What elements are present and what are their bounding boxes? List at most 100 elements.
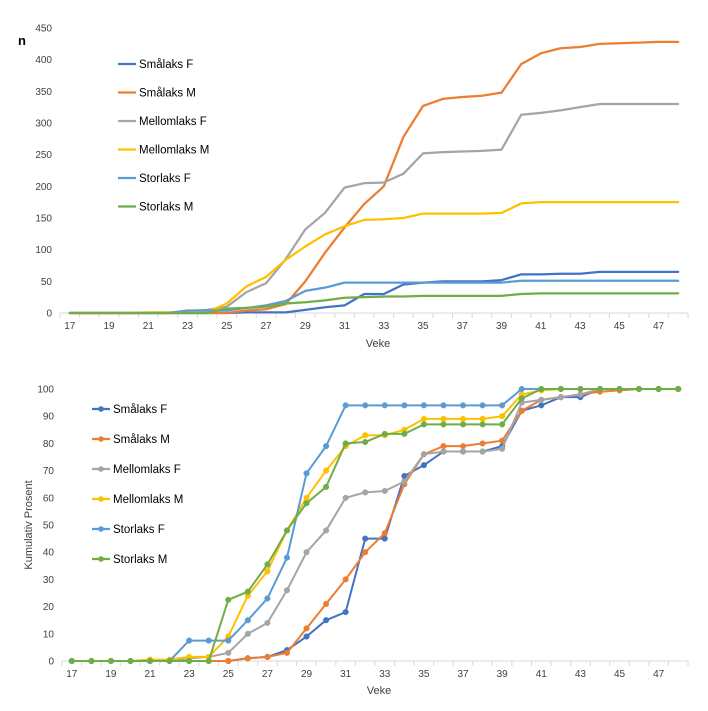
x-tick-label: 21 [144,669,156,680]
data-point [186,657,193,665]
y-tick-label: 10 [43,629,55,640]
data-point [225,596,232,603]
data-point [244,617,251,624]
data-point [146,657,154,665]
data-point [538,385,545,393]
data-point [362,438,369,446]
data-point [303,549,310,556]
legend-label: Storlaks F [139,173,191,185]
y-tick-label: 100 [37,385,54,396]
data-point [420,451,427,458]
data-point [362,402,369,409]
legend-marker [98,436,104,442]
x-tick-label: 47 [653,669,665,680]
data-point [166,657,173,665]
x-tick-label: 27 [262,669,274,680]
data-point [323,600,330,607]
x-tick-label: 45 [614,321,626,332]
data-point [420,421,427,428]
data-point [479,402,486,409]
data-point [381,487,388,495]
chart-cumulative-percent: 0 10 20 30 40 50 60 70 80 90 100 17 19 21 23 25 27 29 31 33… [23,385,689,697]
data-point [459,448,467,455]
legend-label: Storlaks F [113,524,165,536]
x-tick-label: 41 [535,321,547,332]
y-axis-title: Kumulativ Prosent [23,480,35,569]
legend-label: Mellomlaks F [139,116,207,128]
data-point [420,402,427,409]
data-point [342,402,349,409]
data-point [225,637,232,644]
legend-label: Smålaks F [139,59,193,71]
data-point [225,657,232,665]
data-point [499,445,506,452]
data-point [303,500,310,507]
data-point [362,432,369,439]
legend-marker [98,406,104,412]
data-point [616,385,623,393]
data-point [459,415,467,422]
data-point [303,470,310,477]
data-point [186,637,193,644]
legend-marker [98,556,104,562]
data-point [440,443,447,450]
data-point [283,527,291,534]
data-point [479,448,486,455]
data-point [283,649,291,656]
data-point [244,588,251,595]
legend-label: Mellomlaks M [113,494,183,506]
x-tick-label: 39 [497,669,509,680]
x-tick-label: 33 [379,669,391,680]
x-tick-label: 23 [182,321,194,332]
data-point [323,467,330,474]
data-point [636,385,643,393]
chart-cumulative-count: 0 50 100 150 200 250 300 350 400 450 17 19 21 23 25 27 2… [18,24,689,350]
x-tick-label: 23 [184,669,196,680]
x-tick-label: 35 [418,669,430,680]
data-point [342,494,349,501]
y-tick-label: 200 [35,182,52,193]
data-point [225,649,232,656]
y-tick-label: 60 [43,493,55,504]
y-tick-label: 30 [43,575,55,586]
x-tick-label: 43 [575,669,587,680]
data-point [440,448,447,455]
data-point [557,394,564,401]
legend-label: Smålaks F [113,404,167,416]
data-point [401,478,408,485]
data-point [440,415,447,422]
x-tick-label: 25 [221,321,233,332]
data-point [342,576,349,583]
data-point [68,657,75,665]
series-line-5 [68,292,680,315]
data-point [596,385,604,393]
y-axis-title: n [18,33,26,48]
data-point [264,653,271,660]
data-point [459,402,467,409]
x-tick-label: 21 [143,321,155,332]
data-point [381,535,388,542]
data-point [401,402,408,409]
y-tick-label: 450 [35,24,52,35]
y-tick-label: 70 [43,466,55,477]
data-point [420,462,427,469]
data-point [244,655,251,662]
data-point [655,385,662,393]
data-point [88,657,95,665]
data-point [342,608,349,616]
data-point [440,421,447,428]
y-tick-label: 50 [43,521,55,532]
data-point [283,587,291,594]
data-point [479,415,486,422]
data-point [479,440,486,447]
x-tick-label: 19 [104,321,116,332]
data-point [323,527,330,534]
legend-marker [98,526,104,532]
legend-label: Smålaks M [113,434,170,446]
y-tick-label: 50 [41,277,53,288]
x-tick-label: 19 [105,669,117,680]
data-point [381,530,388,537]
legend-label: Storlaks M [139,202,193,214]
x-tick-label: 17 [66,669,78,680]
